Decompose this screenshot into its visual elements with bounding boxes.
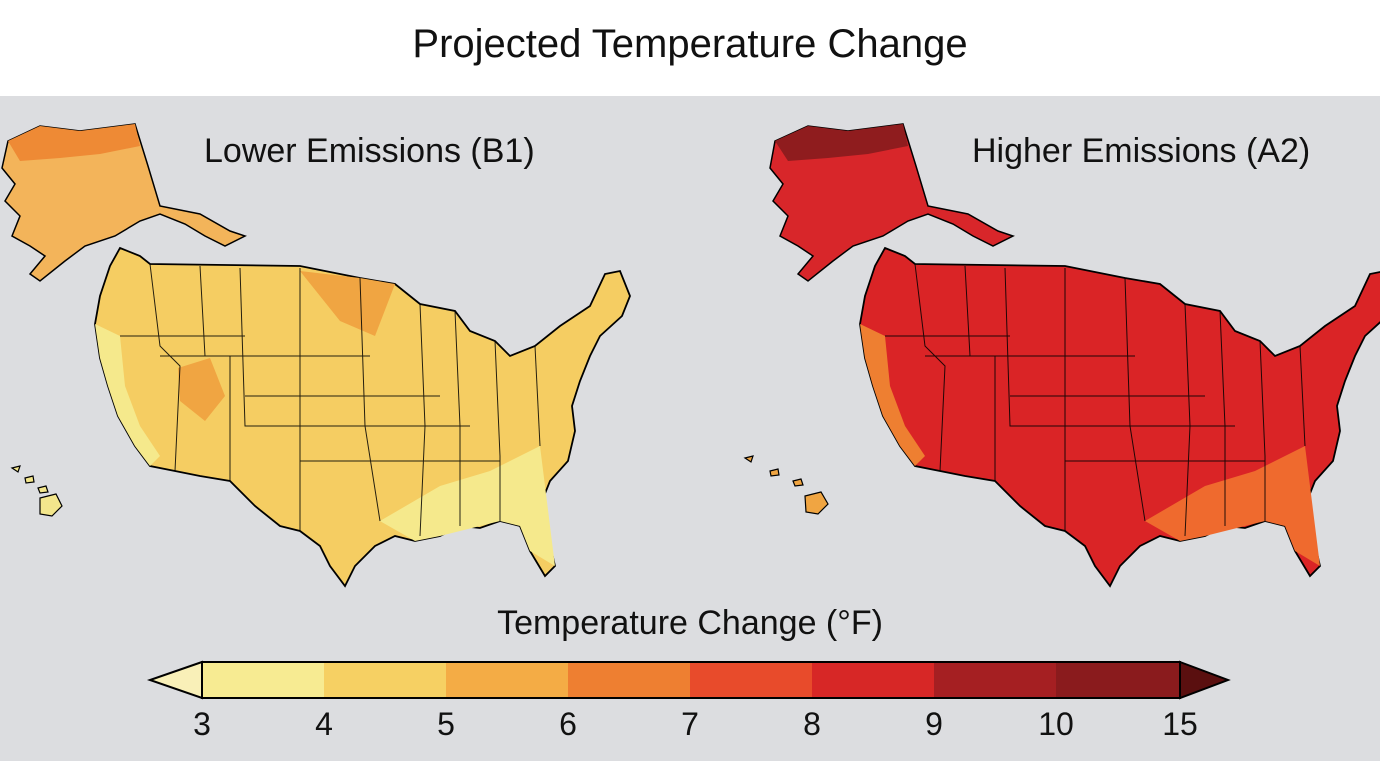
- higher-emissions-label: Higher Emissions (A2): [972, 132, 1311, 170]
- legend-tick: 9: [925, 706, 943, 742]
- legend-tick: 5: [437, 706, 455, 742]
- legend-high-arrow: [1179, 660, 1231, 700]
- color-scale-bar: [146, 660, 1231, 700]
- legend-swatch: [812, 662, 934, 698]
- legend-tick: 8: [803, 706, 821, 742]
- lower-emissions-map: [1, 123, 631, 588]
- legend-swatch: [1056, 662, 1180, 698]
- legend-swatch: [446, 662, 568, 698]
- maps-canvas: [1, 123, 1380, 700]
- hawaii-islands: [743, 455, 829, 515]
- legend-swatch: [568, 662, 690, 698]
- hawaii-islands: [10, 465, 63, 517]
- legend-swatch: [324, 662, 446, 698]
- higher-emissions-map: [743, 123, 1380, 588]
- legend-tick: 6: [559, 706, 577, 742]
- page-title: Projected Temperature Change: [412, 22, 968, 66]
- legend-low-arrow: [146, 660, 203, 700]
- alaska-shape: [769, 123, 1015, 282]
- legend-border: [201, 661, 1181, 699]
- legend-tick: 10: [1038, 706, 1074, 742]
- legend-tick: 4: [315, 706, 333, 742]
- legend-tick: 7: [681, 706, 699, 742]
- legend-tick: 15: [1162, 706, 1198, 742]
- legend-tick: 3: [193, 706, 211, 742]
- legend-swatch: [202, 662, 324, 698]
- legend-title: Temperature Change (°F): [497, 604, 883, 642]
- lower-emissions-label: Lower Emissions (B1): [204, 132, 535, 170]
- legend-swatch: [934, 662, 1056, 698]
- map-panel: Lower Emissions (B1) Higher Emissions (A…: [0, 96, 1380, 761]
- legend-swatch: [690, 662, 812, 698]
- alaska-shape: [1, 123, 247, 282]
